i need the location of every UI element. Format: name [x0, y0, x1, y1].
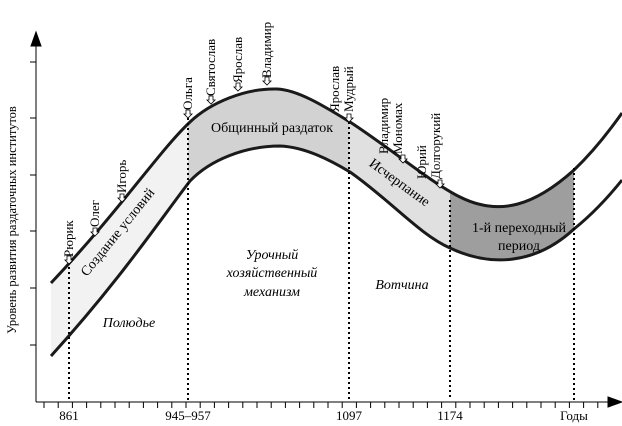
region-urochny-3: механизм [243, 285, 300, 300]
period-dividers [68, 118, 575, 400]
down-arrow-icon [117, 193, 127, 203]
ruler-name: Ярослав [327, 66, 342, 112]
x-tick-years: Годы [560, 408, 588, 423]
stage-common-label: Общинный раздаток [211, 121, 333, 136]
band-exhaustion-fill [349, 121, 450, 248]
down-arrow-icon [262, 76, 272, 86]
x-axis [36, 396, 622, 408]
stage-transition-label-1: 1-й переходный [472, 221, 566, 236]
band-common-fill [188, 88, 349, 184]
down-arrow-icon [233, 82, 243, 92]
band-transition-fill [450, 170, 574, 260]
region-urochny-2: хозяйственный [226, 266, 318, 281]
ruler-name: Ольга [180, 77, 195, 110]
y-axis-arrow-icon [30, 30, 42, 47]
lower-curve [49, 144, 622, 358]
y-axis-label: Уровень развития раздаточных институтов [5, 106, 19, 334]
ruler-name: Владимир [376, 98, 391, 154]
x-tick-945-957: 945–957 [165, 408, 211, 423]
x-axis-arrow-icon [607, 396, 622, 408]
ruler-name: Ярослав [230, 37, 245, 83]
down-arrow-icon [344, 113, 354, 123]
down-arrow-icon [183, 109, 193, 119]
region-urochny-1: Урочный [246, 248, 299, 263]
ruler-name: Мономах [390, 102, 405, 154]
down-arrow-icon [398, 154, 408, 164]
ruler-labels: Рюрик Олег Игорь Ольга Святослав Ярослав Влади… [61, 22, 445, 265]
region-polyudye: Полюдье [102, 316, 155, 331]
ruler-name: Рюрик [61, 220, 76, 257]
ruler-name: Долгорукий [428, 113, 443, 179]
y-axis [30, 30, 42, 402]
region-votchina: Вотчина [375, 278, 428, 293]
x-tick-1174: 1174 [437, 408, 463, 423]
down-arrow-icon [206, 95, 216, 105]
down-arrow-icon [90, 227, 100, 237]
down-arrow-icon [64, 255, 74, 265]
x-tick-861: 861 [59, 408, 79, 423]
band-segments [51, 88, 574, 356]
ruler-name: Юрий [414, 145, 429, 179]
down-arrow-icon [435, 179, 445, 189]
ruler-name: Владимир [259, 22, 274, 78]
ruler-name: Олег [87, 200, 102, 227]
x-tick-1097: 1097 [336, 408, 363, 423]
upper-curve [49, 87, 622, 285]
ruler-name: Игорь [114, 160, 129, 193]
band-creation-fill [51, 123, 188, 356]
stage-transition-label-2: период [498, 239, 540, 254]
ruler-name: Мудрый [341, 66, 356, 112]
ruler-name: Святослав [203, 39, 218, 96]
